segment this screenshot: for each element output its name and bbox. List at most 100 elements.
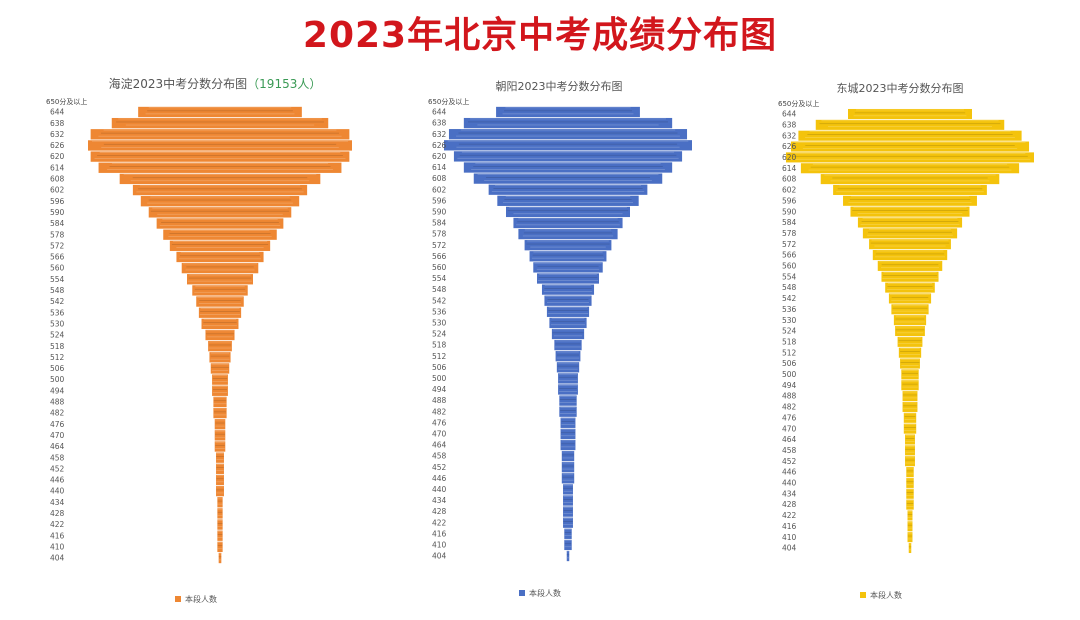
- bar-texture: [168, 236, 272, 237]
- y-tick-label: 518: [50, 342, 65, 351]
- y-tick-label: 488: [782, 392, 797, 401]
- bar-texture: [534, 262, 602, 264]
- bar-texture: [562, 473, 574, 475]
- bar-texture: [98, 135, 342, 137]
- y-tick-label: 452: [782, 457, 797, 466]
- bar-texture: [152, 207, 288, 209]
- bar-texture: [217, 497, 223, 499]
- bar-texture: [905, 456, 915, 458]
- bar-texture: [562, 451, 574, 453]
- bar-texture: [906, 470, 914, 472]
- bar-texture: [905, 440, 915, 442]
- y-tick-label: 506: [432, 363, 447, 372]
- bar-texture: [839, 185, 981, 187]
- bar-texture: [901, 365, 919, 366]
- bar-texture: [150, 210, 290, 212]
- y-tick-label: 602: [432, 185, 447, 194]
- bar-texture: [907, 513, 913, 515]
- bar-446: [906, 467, 914, 478]
- bar-texture: [213, 389, 227, 390]
- bar-texture: [145, 113, 295, 115]
- y-tick-label: 464: [432, 441, 447, 450]
- bar-texture: [853, 207, 967, 208]
- bar-texture: [213, 414, 227, 416]
- y-tick-label: 404: [432, 552, 447, 561]
- y-tick-label: 530: [782, 316, 797, 325]
- bar-644: [848, 108, 972, 120]
- bar-416: [907, 521, 913, 532]
- bar-texture: [557, 362, 579, 364]
- bar-texture: [555, 343, 581, 345]
- y-tick-label: 620: [782, 153, 797, 162]
- bar-608: [119, 173, 321, 185]
- bar-texture: [908, 543, 912, 545]
- bar-608: [473, 173, 663, 184]
- bar-536: [891, 304, 929, 315]
- y-tick-label: 596: [432, 196, 447, 205]
- y-tick-label: 416: [50, 531, 65, 540]
- bar-texture: [217, 500, 223, 502]
- bar-476: [560, 417, 576, 428]
- bar-texture: [891, 299, 929, 301]
- bar-texture: [881, 264, 939, 266]
- bar-578: [862, 228, 958, 239]
- y-tick-label: 434: [782, 489, 797, 498]
- bar-texture: [867, 234, 953, 236]
- bar-506: [210, 363, 230, 374]
- legend-swatch: [519, 590, 525, 596]
- y-tick-label: 644: [50, 108, 65, 117]
- bar-texture: [559, 373, 577, 375]
- bar-texture: [524, 229, 612, 231]
- bar-632: [798, 130, 1022, 141]
- bar-416: [217, 530, 223, 541]
- bar-texture: [502, 113, 634, 115]
- y-tick-label: 434: [432, 496, 447, 505]
- bar-texture: [118, 118, 322, 120]
- y-tick-label: 608: [50, 175, 65, 184]
- bar-texture: [218, 553, 222, 555]
- bar-texture: [509, 207, 627, 209]
- bar-texture: [808, 169, 1012, 171]
- y-tick-label: 446: [432, 474, 447, 483]
- bar-texture: [194, 288, 246, 290]
- bar-512: [209, 352, 231, 363]
- bar-texture: [530, 246, 606, 248]
- haidian-chart-panel: 海淀2023中考分数分布图（19153人） 650分及以上 644 638 632 626…: [30, 68, 380, 610]
- bar-texture: [794, 142, 1026, 143]
- bar-texture: [892, 304, 928, 306]
- bar-texture: [171, 244, 269, 245]
- bar-texture: [887, 283, 933, 284]
- bar-texture: [503, 110, 633, 112]
- bar-texture: [837, 188, 983, 190]
- bar-texture: [527, 240, 609, 242]
- y-tick-label: 422: [50, 520, 65, 529]
- y-tick-label: 440: [782, 479, 797, 488]
- bar-texture: [853, 115, 967, 117]
- bar-464: [214, 441, 226, 452]
- bar-434: [906, 488, 914, 499]
- bar-texture: [557, 351, 579, 353]
- chart-title-note: （19153人）: [247, 77, 321, 91]
- bar-texture: [212, 386, 228, 387]
- bar-texture: [215, 430, 225, 432]
- bar-542: [544, 295, 592, 306]
- bar-texture: [215, 441, 225, 443]
- bar-644: [138, 106, 302, 118]
- y-tick-label: 524: [782, 327, 797, 336]
- bar-texture: [906, 506, 914, 507]
- bar-texture: [522, 235, 614, 237]
- haidian-chart-svg: 海淀2023中考分数分布图（19153人） 650分及以上 644 638 632 626…: [46, 76, 352, 604]
- dongcheng-chart-panel: 东城2023中考分数分布图 650分及以上 644 638 632 626 620 614 60…: [730, 78, 1050, 606]
- bar-488: [213, 396, 227, 408]
- bar-410: [907, 532, 913, 543]
- y-tick-label: 590: [50, 208, 65, 217]
- bar-texture: [563, 513, 573, 514]
- bar-texture: [486, 177, 650, 178]
- bar-488: [559, 395, 577, 406]
- bar-464: [560, 439, 576, 451]
- bar-texture: [185, 269, 255, 271]
- y-tick-label: 458: [50, 453, 65, 462]
- y-tick-label: 476: [782, 413, 797, 422]
- bar-434: [563, 495, 573, 506]
- y-tick-label: 500: [782, 370, 797, 379]
